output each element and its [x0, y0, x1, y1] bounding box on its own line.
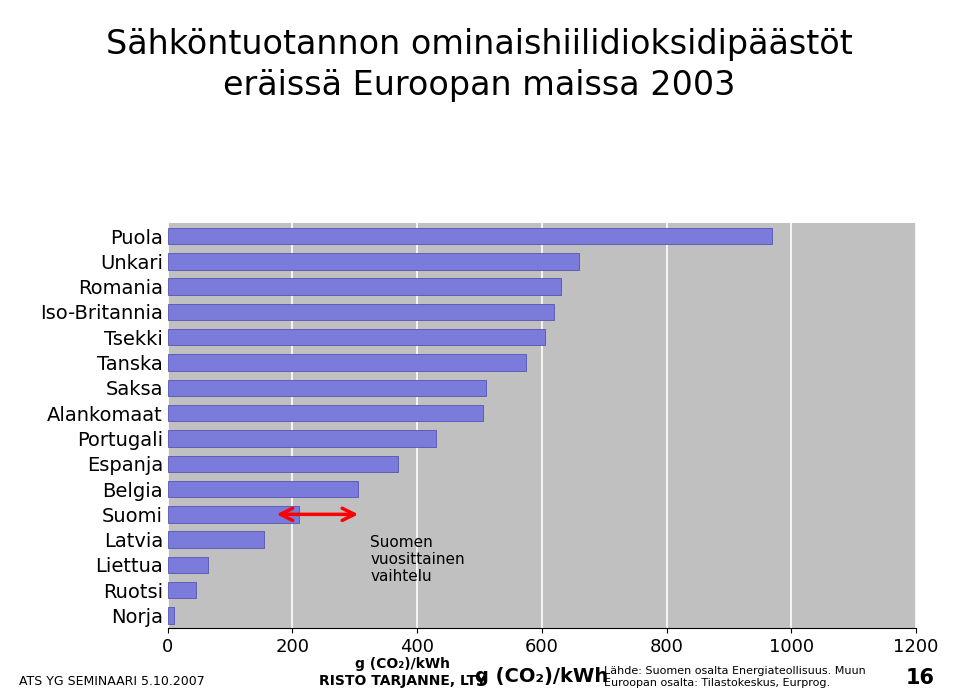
- Bar: [168, 405, 482, 422]
- Bar: [168, 531, 265, 548]
- Text: g (CO₂)/kWh
RISTO TARJANNE, LTY: g (CO₂)/kWh RISTO TARJANNE, LTY: [319, 658, 486, 688]
- Bar: [168, 253, 579, 269]
- Bar: [168, 329, 545, 346]
- Bar: [168, 557, 208, 573]
- X-axis label: g (CO₂)/kWh: g (CO₂)/kWh: [476, 667, 608, 686]
- Bar: [168, 380, 486, 396]
- Bar: [168, 607, 175, 624]
- Text: 16: 16: [906, 667, 935, 688]
- Text: Lähde: Suomen osalta Energiateollisuus. Muun
Euroopan osalta: Tilastokeskus, Eur: Lähde: Suomen osalta Energiateollisuus. …: [604, 666, 866, 688]
- Bar: [168, 430, 435, 447]
- Text: Sähköntuotannon ominaishiilidioksidipäästöt
eräissä Euroopan maissa 2003: Sähköntuotannon ominaishiilidioksidipääs…: [106, 28, 853, 102]
- Bar: [168, 506, 299, 523]
- Bar: [168, 456, 399, 472]
- Bar: [168, 304, 554, 320]
- Bar: [168, 481, 358, 497]
- Bar: [168, 279, 560, 295]
- Bar: [168, 582, 196, 598]
- Bar: [168, 228, 773, 244]
- Text: ATS YG SEMINAARI 5.10.2007: ATS YG SEMINAARI 5.10.2007: [19, 674, 205, 688]
- Bar: [168, 355, 526, 371]
- Text: Suomen
vuosittainen
vaihtelu: Suomen vuosittainen vaihtelu: [370, 535, 465, 584]
